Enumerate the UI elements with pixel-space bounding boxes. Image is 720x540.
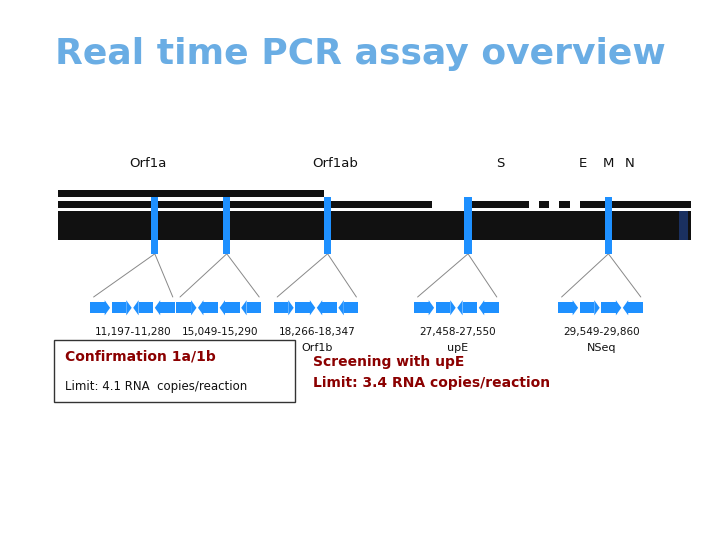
Bar bbox=[295, 302, 310, 313]
Text: Orf1a: Orf1a bbox=[129, 157, 166, 170]
Text: 1A: 1A bbox=[126, 343, 140, 353]
Text: 27,458-27,550: 27,458-27,550 bbox=[419, 327, 495, 337]
Polygon shape bbox=[191, 300, 197, 315]
Text: RdRpSeq: RdRpSeq bbox=[194, 343, 245, 353]
Polygon shape bbox=[220, 300, 225, 315]
Bar bbox=[414, 302, 428, 313]
Bar bbox=[344, 302, 359, 313]
Bar bbox=[628, 302, 643, 313]
Bar bbox=[176, 302, 191, 313]
Polygon shape bbox=[155, 300, 160, 315]
Polygon shape bbox=[198, 300, 204, 315]
Polygon shape bbox=[623, 300, 628, 315]
Polygon shape bbox=[104, 300, 110, 315]
Polygon shape bbox=[241, 300, 246, 315]
Bar bbox=[484, 302, 499, 313]
Text: Real time PCR assay overview: Real time PCR assay overview bbox=[55, 37, 665, 71]
Bar bbox=[323, 302, 337, 313]
Bar bbox=[324, 197, 331, 254]
Bar bbox=[529, 200, 539, 209]
Polygon shape bbox=[479, 300, 484, 315]
Bar bbox=[246, 302, 261, 313]
Text: S: S bbox=[496, 157, 505, 170]
Text: N: N bbox=[625, 157, 635, 170]
Bar bbox=[469, 201, 526, 208]
Text: Limit: 4.1 RNA  copies/reaction: Limit: 4.1 RNA copies/reaction bbox=[65, 380, 247, 393]
Text: upE: upE bbox=[446, 343, 468, 353]
Polygon shape bbox=[317, 300, 323, 315]
Polygon shape bbox=[572, 300, 578, 315]
Text: 29,549-29,860: 29,549-29,860 bbox=[563, 327, 639, 337]
Polygon shape bbox=[594, 300, 600, 315]
Polygon shape bbox=[338, 300, 344, 315]
Text: E: E bbox=[579, 157, 588, 170]
Bar bbox=[464, 197, 472, 254]
Bar bbox=[605, 197, 612, 254]
Bar bbox=[580, 201, 591, 208]
Bar bbox=[558, 302, 572, 313]
Polygon shape bbox=[288, 300, 294, 315]
Bar bbox=[436, 302, 450, 313]
Text: M: M bbox=[603, 157, 614, 170]
Bar bbox=[679, 211, 688, 240]
Bar bbox=[462, 302, 477, 313]
Bar bbox=[138, 302, 153, 313]
Polygon shape bbox=[126, 300, 132, 315]
Text: 18,266-18,347: 18,266-18,347 bbox=[279, 327, 355, 337]
Bar bbox=[539, 201, 547, 208]
Bar bbox=[549, 200, 559, 209]
Bar bbox=[570, 200, 580, 209]
Text: Orf1ab: Orf1ab bbox=[312, 157, 358, 170]
Text: Screening with upE: Screening with upE bbox=[313, 355, 464, 369]
Bar bbox=[223, 197, 230, 254]
Bar bbox=[90, 302, 104, 313]
Polygon shape bbox=[457, 300, 462, 315]
FancyBboxPatch shape bbox=[54, 340, 295, 402]
Bar bbox=[58, 190, 324, 197]
Bar bbox=[58, 201, 691, 208]
Polygon shape bbox=[133, 300, 138, 315]
Bar bbox=[160, 302, 175, 313]
Bar bbox=[560, 201, 569, 208]
Text: 11,197-11,280: 11,197-11,280 bbox=[95, 327, 171, 337]
Text: Confirmation 1a/1b: Confirmation 1a/1b bbox=[65, 350, 215, 364]
Bar bbox=[580, 302, 594, 313]
Bar bbox=[601, 302, 616, 313]
Bar bbox=[225, 302, 240, 313]
Polygon shape bbox=[450, 300, 456, 315]
Bar bbox=[151, 197, 158, 254]
Bar bbox=[274, 302, 288, 313]
Text: NSeq: NSeq bbox=[587, 343, 616, 353]
Text: Orf1b: Orf1b bbox=[301, 343, 333, 353]
Text: Limit: 3.4 RNA copies/reaction: Limit: 3.4 RNA copies/reaction bbox=[313, 376, 550, 390]
Polygon shape bbox=[616, 300, 621, 315]
Bar bbox=[204, 302, 218, 313]
Text: 15,049-15,290: 15,049-15,290 bbox=[181, 327, 258, 337]
Bar bbox=[432, 200, 467, 209]
Bar bbox=[112, 302, 126, 313]
Bar bbox=[58, 211, 691, 240]
Polygon shape bbox=[428, 300, 434, 315]
Polygon shape bbox=[310, 300, 315, 315]
